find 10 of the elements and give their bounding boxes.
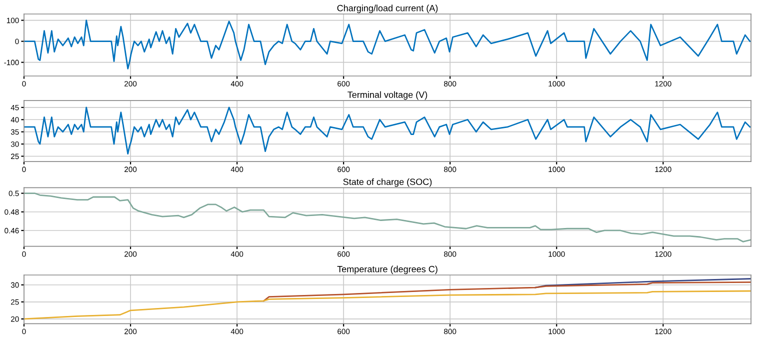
line-series [262,281,751,302]
chart-title: Terminal voltage (V) [348,91,428,100]
chart-title: Temperature (degrees C) [337,266,438,274]
line-series [24,106,751,154]
chart-title: State of charge (SOC) [343,178,432,187]
line-series [24,290,751,320]
line-series [24,20,751,70]
chart-title: Charging/load current (A) [337,4,438,14]
line-series [24,192,751,242]
line-series [534,278,751,288]
